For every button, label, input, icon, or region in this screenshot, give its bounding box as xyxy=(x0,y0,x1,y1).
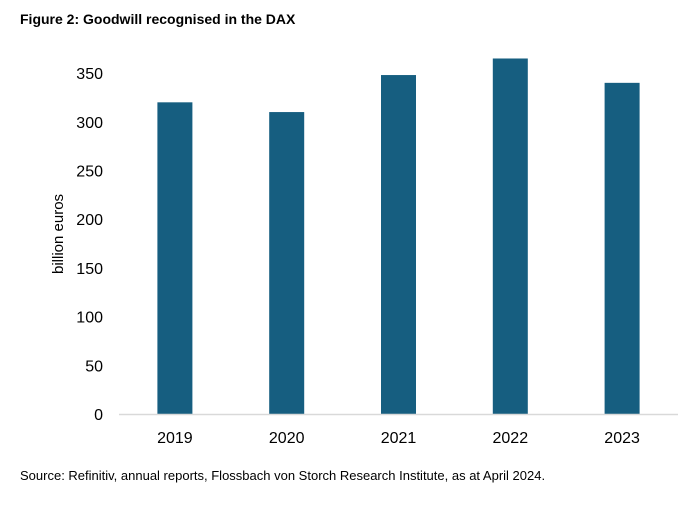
x-tick-label: 2021 xyxy=(381,430,417,447)
x-axis-ticks: 2019 2020 2021 2022 2023 xyxy=(157,430,640,447)
figure-source: Source: Refinitiv, annual reports, Floss… xyxy=(20,468,546,483)
bar-2019 xyxy=(157,102,193,414)
y-tick-label: 300 xyxy=(76,115,103,132)
bar-2020 xyxy=(269,112,305,414)
y-axis-ticks: 0 50 100 150 200 250 300 350 xyxy=(76,66,103,424)
y-axis-title: billion euros xyxy=(50,194,67,274)
y-tick-label: 100 xyxy=(76,310,103,327)
bar-2022 xyxy=(492,58,528,415)
bar-2021 xyxy=(381,75,416,414)
y-tick-label: 50 xyxy=(85,358,103,375)
x-tick-label: 2020 xyxy=(269,430,305,447)
y-tick-label: 200 xyxy=(76,212,103,229)
bar-2023 xyxy=(604,82,640,414)
y-tick-label: 150 xyxy=(76,261,103,278)
figure-title: Figure 2: Goodwill recognised in the DAX xyxy=(20,11,296,27)
y-tick-label: 250 xyxy=(76,164,103,181)
x-tick-label: 2019 xyxy=(157,430,193,447)
bars xyxy=(157,58,640,415)
x-tick-label: 2022 xyxy=(493,430,529,447)
x-tick-label: 2023 xyxy=(604,430,640,447)
y-tick-label: 0 xyxy=(94,407,103,424)
y-tick-label: 350 xyxy=(76,66,103,83)
